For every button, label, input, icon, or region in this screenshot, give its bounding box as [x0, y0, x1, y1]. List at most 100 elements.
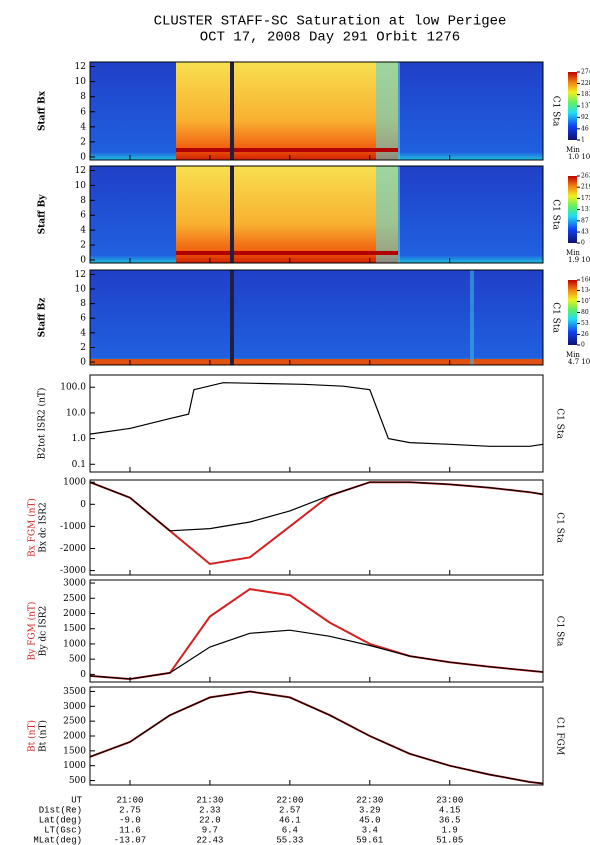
min-label: Min	[566, 146, 580, 154]
colorbar-label: 219	[581, 184, 590, 191]
y-tick-label: 100.0	[60, 383, 86, 393]
ephemeris-value: 11.6	[119, 825, 141, 835]
colorbar-label: 53	[581, 320, 589, 327]
y-axis-label: Staff Bz	[38, 298, 48, 338]
y-axis-label: Staff Bx	[38, 90, 48, 131]
min-label: Min	[566, 351, 580, 359]
y-tick-label: 1000	[63, 761, 86, 771]
y-tick-label: 0	[80, 500, 86, 510]
ephemeris-value: 3.4	[362, 825, 378, 835]
y-tick-label: 12	[75, 166, 86, 176]
red-band	[176, 148, 398, 152]
y-tick-label: 1000	[63, 639, 86, 649]
ephemeris-value: 2.57	[279, 805, 301, 815]
y-tick-label: 10	[75, 285, 87, 295]
y-tick-label: 1500	[63, 624, 86, 634]
series-line	[89, 690, 544, 785]
saturation	[176, 166, 398, 263]
ephemeris-value: 45.0	[359, 815, 381, 825]
colorbar-label: 175	[581, 195, 590, 202]
ephemeris-value: -9.0	[119, 815, 141, 825]
saturation	[176, 62, 398, 160]
frame	[89, 374, 544, 473]
ephemeris-value: 3.29	[359, 805, 381, 815]
y-tick-label: 0	[80, 670, 86, 680]
marker-line	[230, 270, 234, 365]
colorbar-label: 80	[581, 309, 589, 316]
y-tick-label: 2000	[63, 732, 86, 742]
ephemeris-value: 2.75	[119, 805, 141, 815]
ephemeris-label: MLat(deg)	[33, 835, 82, 845]
y-tick-label: 500	[69, 776, 86, 786]
y-tick-label: 8	[80, 92, 86, 102]
ephemeris-value: 6.4	[282, 825, 298, 835]
frame	[89, 479, 544, 576]
colorbar-label: 87	[581, 217, 589, 224]
x-tick-label: 21:30	[196, 795, 223, 805]
x-tick-label: 22:00	[276, 795, 303, 805]
colorbar-label: 92	[581, 114, 589, 121]
subtitle: OCT 17, 2008 Day 291 Orbit 1276	[200, 30, 460, 46]
colorbar-label: 183	[581, 91, 590, 98]
y-tick-label: 4	[80, 328, 86, 338]
x-tick-label: 22:30	[356, 795, 383, 805]
y-tick-label: 12	[75, 62, 86, 72]
side-label: C1 Sta	[551, 96, 561, 127]
y-tick-label: 3500	[63, 687, 86, 697]
min-label: 1.0 10⁻⁵	[568, 153, 590, 161]
y-tick-label: 2	[80, 137, 86, 147]
saturation-edge	[376, 62, 400, 160]
colorbar-label: 107	[581, 298, 590, 305]
series-line	[89, 629, 544, 680]
y-tick-label: 2	[80, 343, 86, 353]
series-line	[89, 690, 544, 785]
series-label: Bx dc ISR2	[39, 502, 49, 552]
series-label: Bt (nT)	[38, 720, 49, 752]
series-line	[89, 382, 544, 447]
ephemeris-value: 22.0	[199, 815, 221, 825]
series-label: B2tot ISR2 (nT)	[37, 388, 48, 460]
x-tick-label: 21:00	[116, 795, 143, 805]
colorbar-label: 137	[581, 103, 590, 110]
ephemeris-value: 2.33	[199, 805, 221, 815]
side-label: C1 FGM	[555, 717, 565, 755]
y-tick-label: 12	[75, 270, 86, 280]
y-tick-label: 8	[80, 196, 86, 206]
low-freq-band	[90, 359, 543, 365]
title: CLUSTER STAFF-SC Saturation at low Perig…	[154, 14, 507, 30]
y-tick-label: 0.1	[72, 460, 86, 470]
frame	[89, 269, 544, 366]
y-tick-label: 1500	[63, 746, 86, 756]
y-tick-label: 3000	[63, 702, 86, 712]
colorbar-label: 26	[581, 331, 589, 338]
series-line	[89, 481, 544, 532]
series-label: Bt (nT)	[27, 720, 38, 752]
red-band	[176, 251, 398, 255]
colorbar-label: 0	[581, 342, 585, 349]
colorbar-label: 160	[581, 277, 590, 284]
ephemeris-value: -13.07	[114, 835, 146, 845]
ephemeris-value: 51.05	[436, 835, 463, 845]
colorbar-label: 228	[581, 80, 590, 87]
min-label: 1.9 10⁻⁵	[568, 256, 590, 264]
colorbar-label: 274	[581, 69, 590, 76]
y-tick-label: 0	[80, 152, 86, 162]
ephemeris-label: LT(Gsc)	[44, 825, 82, 835]
side-label: C1 Sta	[555, 408, 565, 439]
side-label: C1 Sta	[555, 616, 565, 647]
side-label: C1 Sta	[551, 199, 561, 230]
frame	[89, 165, 544, 264]
ephemeris-value: 1.9	[442, 825, 458, 835]
colorbar-label: 46	[581, 125, 589, 132]
y-tick-label: 0	[80, 256, 86, 266]
side-label: C1 Sta	[551, 302, 561, 333]
y-tick-label: 8	[80, 299, 86, 309]
y-tick-label: -1000	[60, 522, 86, 532]
y-tick-label: -2000	[60, 544, 86, 554]
colorbar-label: 131	[581, 206, 590, 213]
y-tick-label: -3000	[60, 566, 86, 576]
ephemeris-label: Lat(deg)	[39, 815, 82, 825]
colorbar-label: 263	[581, 173, 590, 180]
